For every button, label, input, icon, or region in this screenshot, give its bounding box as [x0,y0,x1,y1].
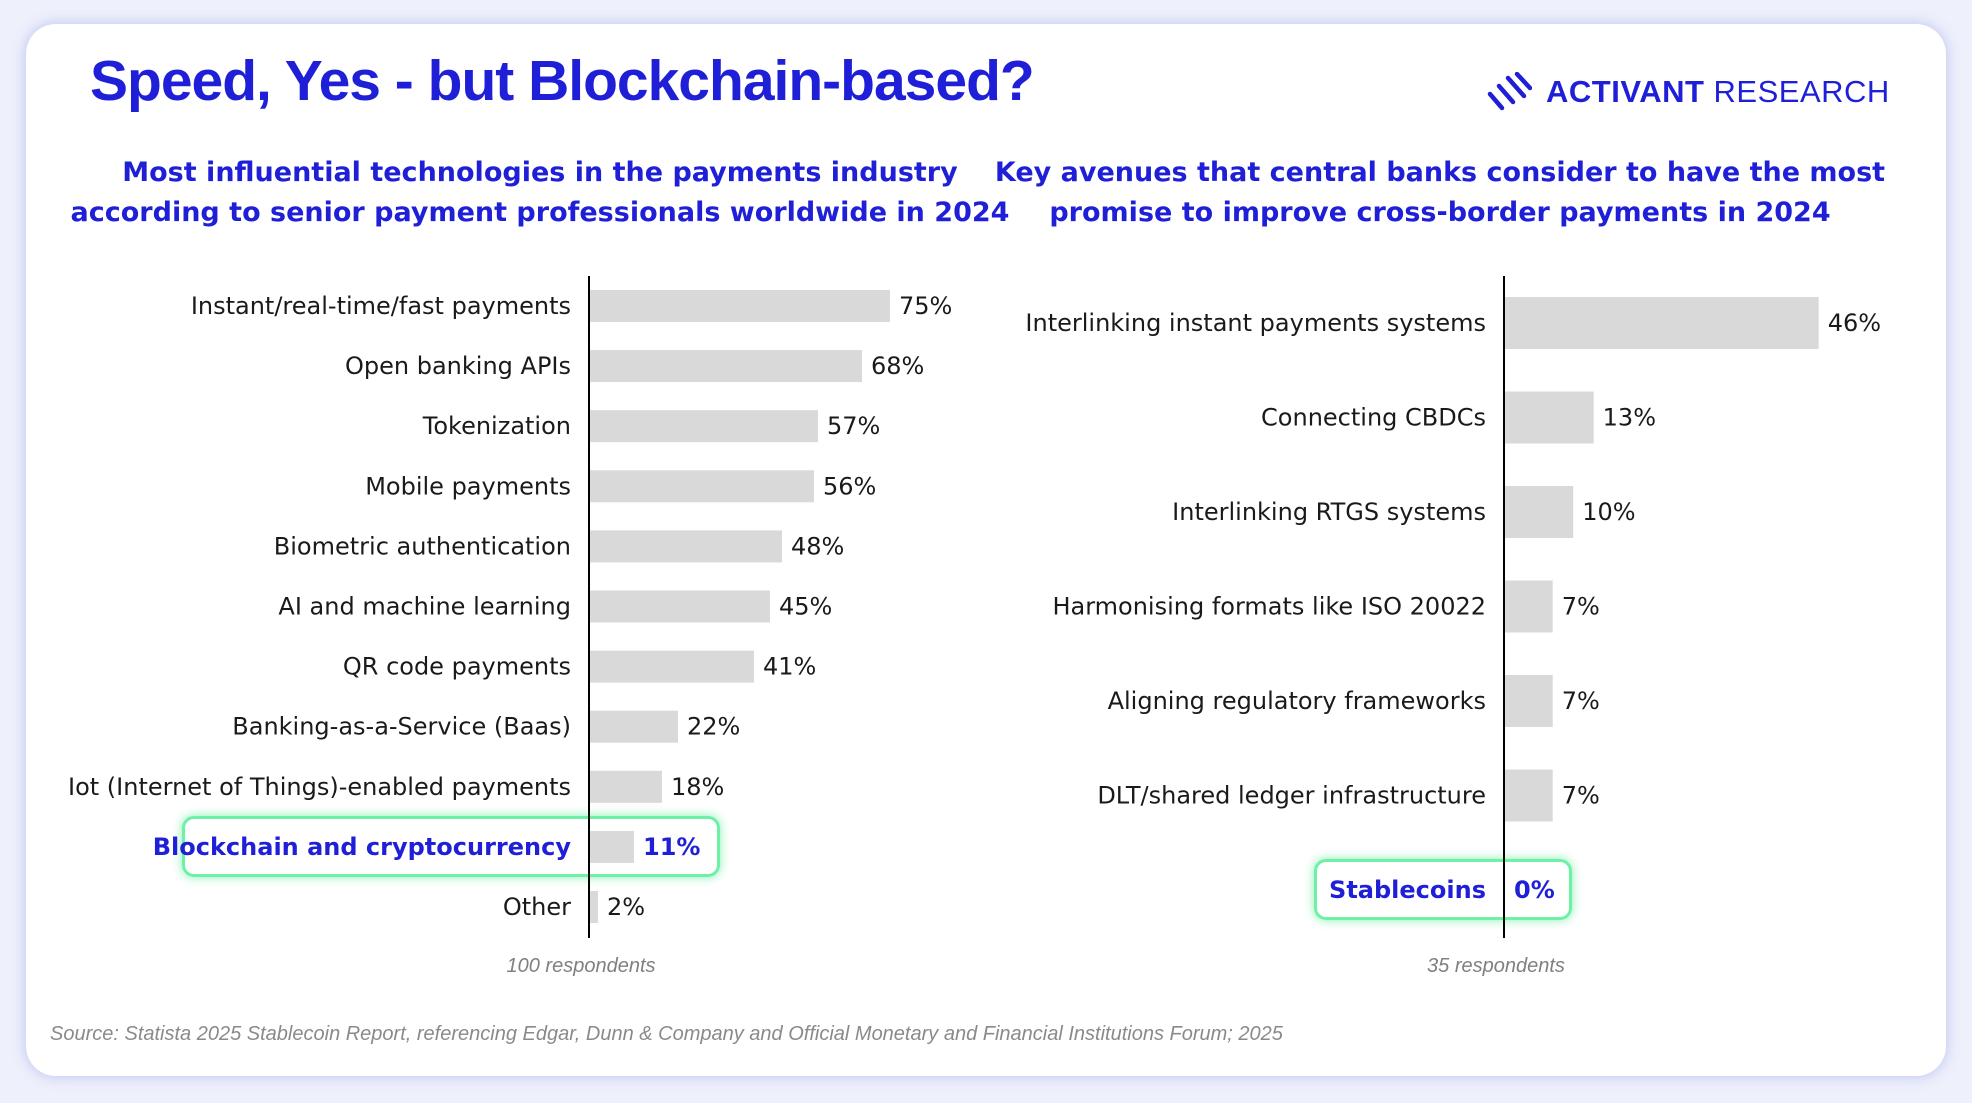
source-note: Source: Statista 2025 Stablecoin Report,… [50,1023,1283,1045]
chart0-category-label-8: Iot (Internet of Things)-enabled payment… [68,773,571,801]
chart0-category-label-1: Open banking APIs [345,352,571,380]
chart1-category-label-6: Stablecoins [1329,876,1486,904]
left-respondents-note: 100 respondents [506,955,656,977]
chart0-category-label-10: Other [503,893,571,921]
chart0-bar-10 [590,891,598,923]
chart0-bar-0 [590,290,890,322]
chart0-category-label-5: AI and machine learning [278,593,571,621]
chart0-value-label-2: 57% [827,412,880,440]
chart0-bar-7 [590,710,678,743]
chart0-bar-9 [590,830,634,863]
chart0-bar-3 [590,470,814,503]
chart1-value-label-3: 7% [1562,593,1600,621]
chart0-value-label-0: 75% [899,292,952,320]
chart0-value-label-4: 48% [791,532,844,560]
chart1-bar-3 [1505,580,1553,633]
chart1-value-label-4: 7% [1562,687,1600,715]
chart0-bar-6 [590,650,754,683]
chart0-bar-5 [590,590,770,623]
chart1-category-label-4: Aligning regulatory frameworks [1108,687,1486,715]
slide-card [26,24,1946,1076]
chart1-value-label-1: 13% [1603,404,1656,432]
chart0-value-label-7: 22% [687,713,740,741]
left-chart-title: Most influential technologies in the pay… [70,157,1010,228]
chart1-value-label-6: 0% [1514,876,1555,904]
chart1-category-label-5: DLT/shared ledger infrastructure [1097,782,1486,810]
chart1-category-label-0: Interlinking instant payments systems [1025,309,1486,337]
right-highlight-box [1314,859,1572,920]
chart1-bar-0 [1505,297,1819,349]
brand-name: ACTIVANT RESEARCH [1546,74,1890,109]
chart1-bar-4 [1505,675,1553,727]
left-highlight-box [182,816,720,877]
chart0-category-label-3: Mobile payments [365,472,571,500]
chart0-bar-8 [590,770,662,803]
activant-logo-mark-icon [1487,72,1532,111]
chart0-category-label-7: Banking-as-a-Service (Baas) [232,713,571,741]
chart0-category-label-2: Tokenization [422,412,571,440]
chart1-value-label-2: 10% [1582,498,1635,526]
chart0-bar-2 [590,410,818,443]
chart0-value-label-9: 11% [643,833,700,861]
chart1-category-label-2: Interlinking RTGS systems [1172,498,1486,526]
chart0-value-label-3: 56% [823,472,876,500]
chart1-bar-5 [1505,769,1553,822]
chart0-bar-4 [590,530,782,563]
chart0-value-label-1: 68% [871,352,924,380]
chart0-category-label-6: QR code payments [343,653,571,681]
chart1-value-label-5: 7% [1562,782,1600,810]
brand-logo: ACTIVANT RESEARCH [1486,70,1890,114]
right-respondents-note: 35 respondents [1427,955,1565,977]
chart1-value-label-0: 46% [1828,309,1881,337]
right-chart-title: Key avenues that central banks consider … [994,157,1886,228]
chart0-category-label-4: Biometric authentication [274,532,571,560]
page-title: Speed, Yes - but Blockchain-based? [90,49,1035,113]
chart1-bar-1 [1505,391,1594,444]
chart0-category-label-0: Instant/real-time/fast payments [191,292,571,320]
chart0-value-label-5: 45% [779,593,832,621]
chart0-value-label-10: 2% [607,893,645,921]
chart1-bar-2 [1505,486,1574,538]
chart0-value-label-8: 18% [671,773,724,801]
chart1-category-label-3: Harmonising formats like ISO 20022 [1052,593,1486,621]
chart1-category-label-1: Connecting CBDCs [1261,404,1486,432]
chart0-value-label-6: 41% [763,653,816,681]
chart0-bar-1 [590,350,862,383]
chart0-category-label-9: Blockchain and cryptocurrency [153,833,572,861]
